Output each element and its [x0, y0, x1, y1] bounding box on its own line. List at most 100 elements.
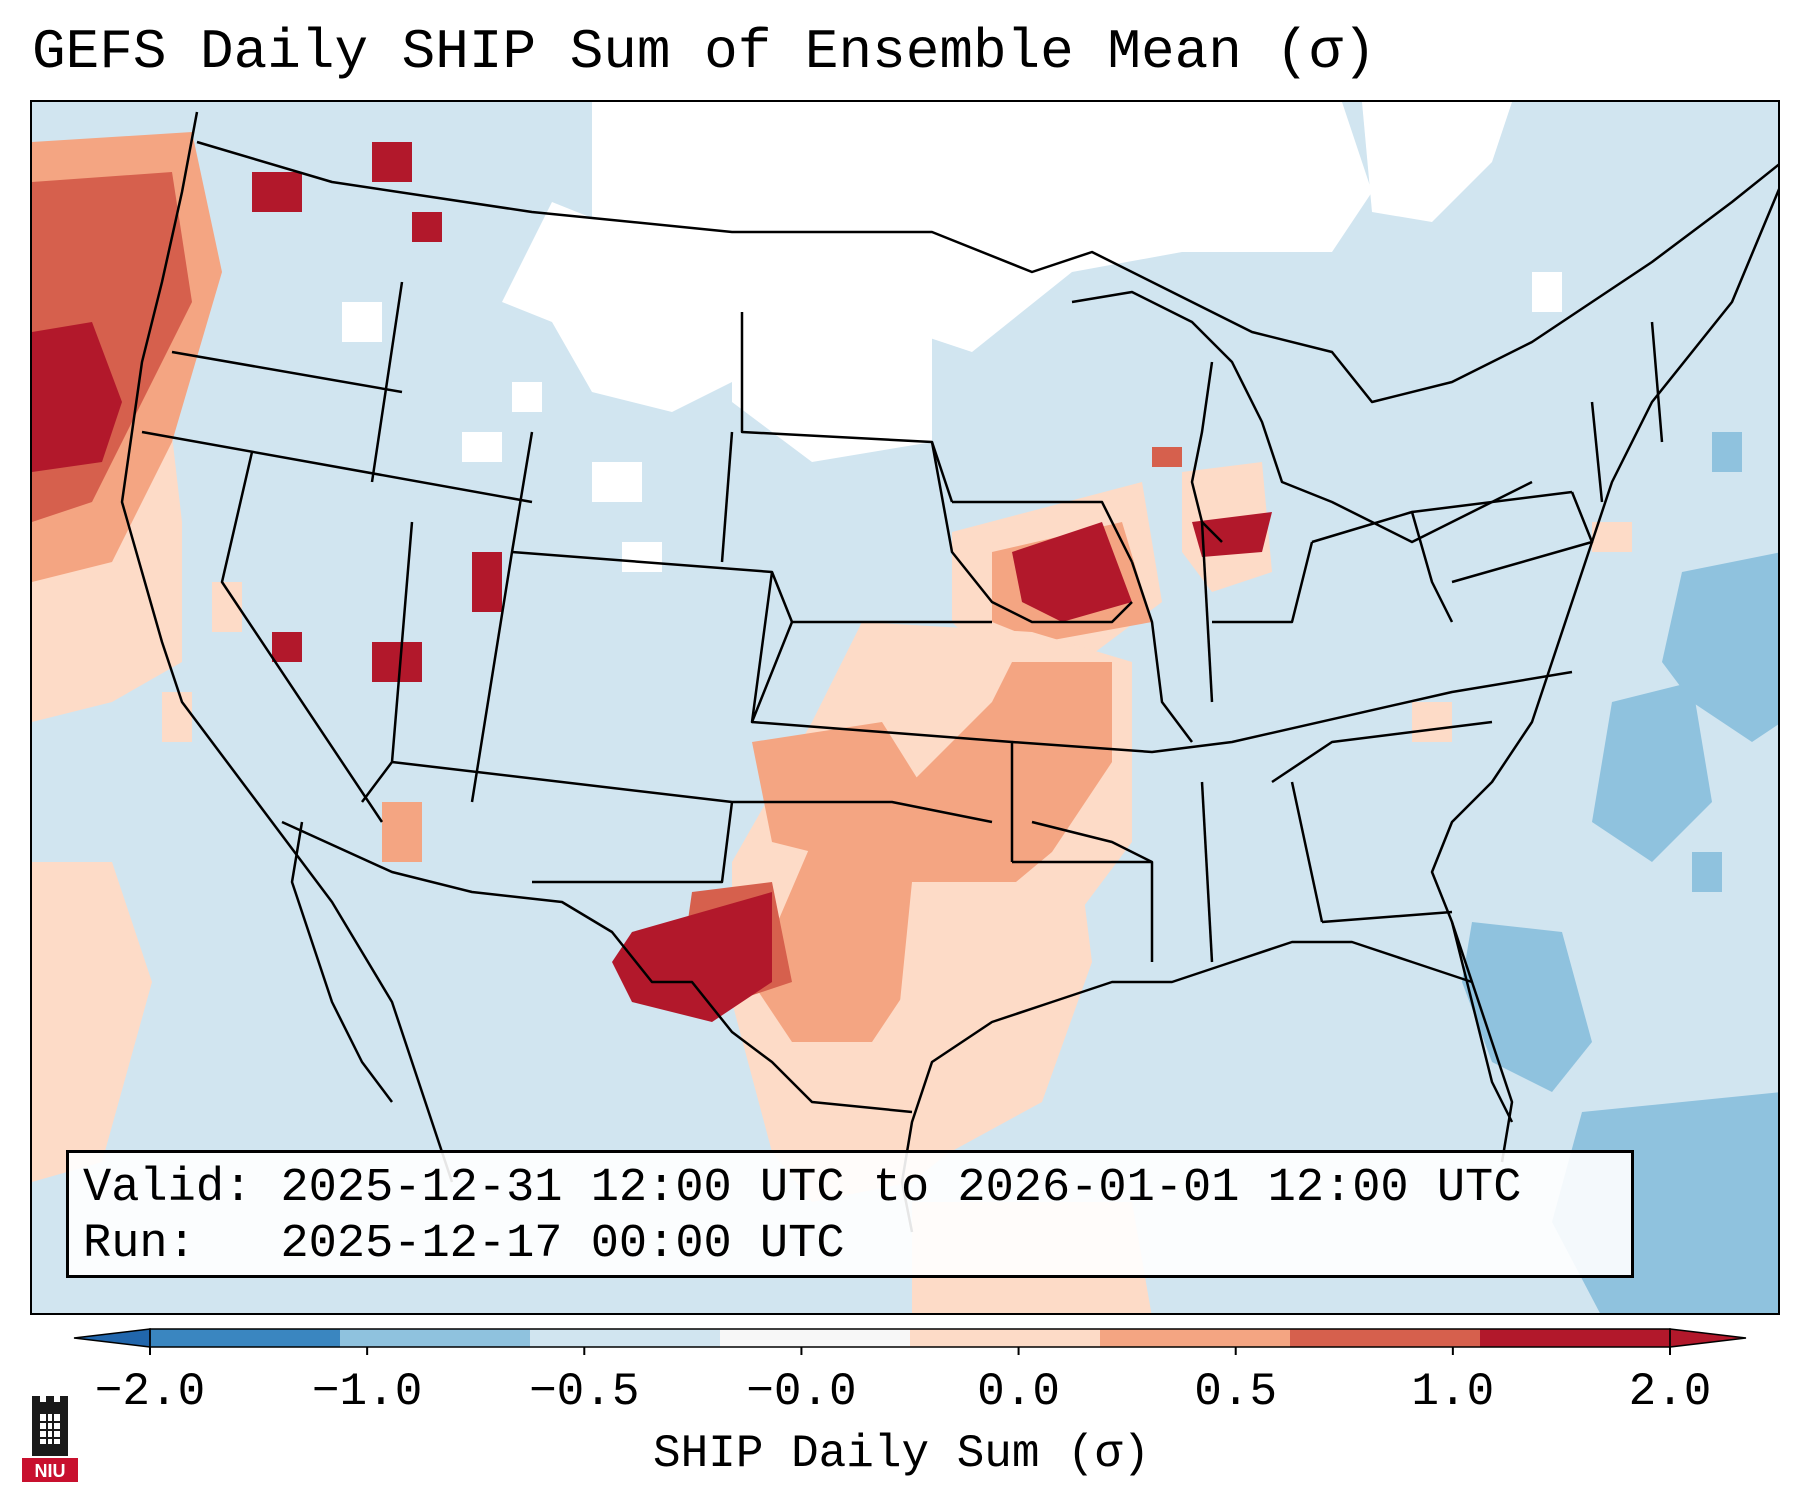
neutral-area-montana	[502, 202, 732, 412]
colorbar-label: SHIP Daily Sum (σ)	[653, 1428, 1150, 1480]
positive-cell	[372, 642, 422, 682]
canada-us-border	[196, 140, 1778, 404]
lake-michigan	[1190, 361, 1223, 543]
state-line	[1011, 670, 1573, 754]
neutral-area-canada-east	[1362, 102, 1512, 222]
positive-cell	[272, 632, 302, 662]
state-line	[220, 451, 384, 823]
state-line	[740, 312, 954, 503]
neutral-cell	[622, 542, 662, 572]
niu-logo: NIU	[20, 1388, 80, 1483]
state-line	[1650, 321, 1664, 443]
positive-area-central-texas	[752, 722, 932, 862]
run-value: 2025-12-17 00:00 UTC	[280, 1218, 845, 1271]
state-line	[1451, 491, 1594, 584]
state-line	[1411, 490, 1573, 514]
east-coastline	[1430, 188, 1778, 1163]
colorbar-tick-label: −2.0	[94, 1366, 206, 1418]
positive-cell	[472, 552, 502, 612]
state-line	[370, 281, 404, 483]
state-line	[1311, 510, 1454, 623]
positive-area-indiana-core	[1192, 512, 1272, 557]
positive-cell	[412, 212, 442, 242]
colorbar-segment	[530, 1329, 721, 1347]
colorbar-tick-label: 2.0	[1628, 1366, 1712, 1418]
state-line	[532, 801, 734, 884]
state-line	[1271, 720, 1493, 784]
colorbar-segment	[1290, 1329, 1481, 1347]
colorbar-tick-label: 0.5	[1194, 1366, 1278, 1418]
positive-cell	[372, 142, 412, 182]
neutral-cell	[512, 382, 542, 412]
chart-title: GEFS Daily SHIP Sum of Ensemble Mean (σ)	[32, 20, 1377, 84]
colorbar-segments	[73, 1328, 1747, 1355]
great-lakes-outline	[1071, 290, 1533, 544]
colorbar	[73, 1328, 1747, 1355]
state-line	[141, 430, 533, 504]
colorbar-segment	[1100, 1329, 1291, 1347]
mexico-us-border	[281, 820, 913, 1114]
west-coastline	[120, 111, 454, 1183]
neutral-cell	[462, 432, 502, 462]
colorbar-segment	[1480, 1329, 1671, 1347]
state-line	[1321, 910, 1453, 924]
state-line	[1212, 541, 1314, 624]
state-line	[930, 441, 1133, 624]
positive-cell	[382, 802, 422, 862]
colorbar-tick-label: −0.0	[746, 1366, 857, 1418]
negative-cell	[1692, 852, 1722, 892]
run-label: Run:	[83, 1218, 196, 1271]
state-line	[171, 350, 403, 394]
florida-peninsula	[1450, 921, 1514, 1123]
neutral-cell	[1532, 272, 1562, 312]
positive-cell	[162, 692, 192, 742]
neutral-anomaly-areas	[342, 102, 1562, 572]
valid-label: Valid:	[83, 1162, 253, 1215]
state-line	[952, 500, 1134, 563]
positive-cell	[252, 172, 302, 212]
colorbar-tick-label: 1.0	[1411, 1366, 1495, 1418]
positive-area-pacific-core	[32, 322, 122, 472]
info-box: Valid: 2025-12-31 12:00 UTC to 2026-01-0…	[66, 1150, 1634, 1278]
state-line	[1031, 820, 1154, 962]
gulf-coastline	[900, 940, 1473, 1233]
negative-area-atlantic-offshore	[1592, 682, 1712, 862]
state-line	[1200, 781, 1214, 963]
logo-badge	[22, 1458, 78, 1482]
state-line	[1290, 781, 1324, 923]
colorbar-tick-label: −0.5	[529, 1366, 640, 1418]
state-line	[1590, 401, 1604, 503]
colorbar-tick-label: −1.0	[311, 1366, 423, 1418]
state-line	[1200, 521, 1214, 703]
colorbar-segment	[150, 1329, 341, 1347]
neutral-cell	[592, 462, 642, 502]
state-line	[1130, 561, 1193, 743]
colorbar-tick-label: 0.0	[977, 1366, 1060, 1418]
neutral-cell	[342, 302, 382, 342]
positive-area-northern-mexico	[612, 892, 772, 1022]
map-boundaries	[120, 111, 1778, 1233]
positive-area-illinois-iowa-core	[1012, 522, 1132, 622]
state-line	[391, 760, 993, 824]
colorbar-extend-low	[73, 1328, 151, 1348]
positive-cell	[1412, 702, 1452, 742]
logo-text: NIU	[35, 1461, 66, 1481]
positive-area-arkansas-texas	[752, 662, 1112, 1042]
colorbar-segment	[910, 1329, 1101, 1347]
colorbar-segment	[720, 1329, 911, 1347]
map-svg	[32, 102, 1778, 1313]
state-line	[720, 431, 734, 563]
negative-cell	[1712, 432, 1742, 472]
colorbar-outline	[149, 1328, 1671, 1348]
positive-cell	[1152, 447, 1182, 467]
baja-peninsula	[290, 821, 393, 1103]
positive-area-baja-light	[32, 862, 152, 1182]
positive-cell	[1592, 522, 1632, 552]
positive-anomaly-areas	[32, 132, 1632, 1313]
colorbar-extend-high	[1669, 1328, 1747, 1348]
logo-window-grid	[40, 1414, 60, 1444]
colorbar-segment	[340, 1329, 531, 1347]
valid-value: 2025-12-31 12:00 UTC to 2026-01-01 12:00…	[280, 1162, 1522, 1215]
neutral-area-dakotas	[732, 252, 932, 462]
map-panel	[30, 100, 1780, 1315]
